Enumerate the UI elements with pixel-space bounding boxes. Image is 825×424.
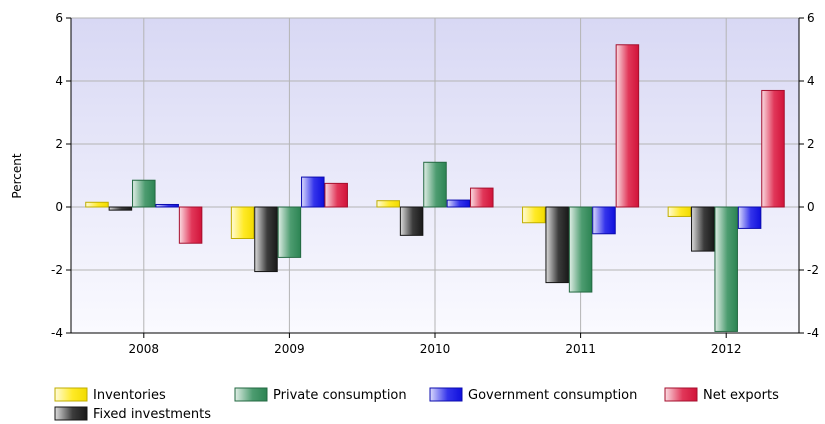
bar-net-exports-2008 <box>179 207 202 243</box>
legend-swatch <box>55 407 87 420</box>
bar-net-exports-2011 <box>616 45 639 207</box>
y-axis-left-ticks: -4 -2 0 2 4 6 <box>51 11 71 340</box>
y-tick-label-left: 2 <box>55 137 63 151</box>
legend-swatch <box>55 388 87 401</box>
legend-label: Government consumption <box>468 388 637 403</box>
bar-inventories-2010 <box>377 201 400 207</box>
legend-label: Fixed investments <box>93 407 211 422</box>
bar-fixed-investments-2010 <box>400 207 423 235</box>
x-tick-label: 2009 <box>274 342 305 356</box>
y-tick-label-left: 4 <box>55 74 63 88</box>
bar-private-consumption-2012 <box>715 207 738 331</box>
bar-net-exports-2009 <box>325 183 348 207</box>
bar-fixed-investments-2008 <box>109 207 131 210</box>
bar-government-consumption-2011 <box>593 207 616 234</box>
bar-government-consumption-2012 <box>738 207 761 228</box>
y-axis-title: Percent <box>10 153 24 198</box>
x-tick-label: 2012 <box>711 342 742 356</box>
legend-label: Inventories <box>93 388 166 403</box>
bar-private-consumption-2009 <box>278 207 301 257</box>
y-tick-label-right: 0 <box>807 200 815 214</box>
legend-swatch <box>665 388 697 401</box>
x-tick-label: 2010 <box>420 342 451 356</box>
y-tick-label-right: -4 <box>807 326 819 340</box>
y-tick-label-right: 2 <box>807 137 815 151</box>
bar-fixed-investments-2011 <box>546 207 569 283</box>
bar-net-exports-2012 <box>762 90 785 207</box>
y-tick-label-left: -2 <box>51 263 63 277</box>
legend-swatch <box>430 388 462 401</box>
legend-label: Net exports <box>703 388 779 403</box>
bar-private-consumption-2008 <box>133 180 156 207</box>
y-axis-right-ticks: -4 -2 0 2 4 6 <box>799 11 819 340</box>
bar-fixed-investments-2009 <box>255 207 278 272</box>
bar-private-consumption-2010 <box>424 162 447 207</box>
bar-inventories-2012 <box>668 207 691 216</box>
legend-item-inventories: Inventories <box>55 388 166 403</box>
y-tick-label-right: -2 <box>807 263 819 277</box>
bar-net-exports-2010 <box>471 188 494 207</box>
bar-government-consumption-2009 <box>302 177 325 207</box>
legend-swatch <box>235 388 267 401</box>
y-tick-label-left: 6 <box>55 11 63 25</box>
legend-label: Private consumption <box>273 388 407 403</box>
bar-government-consumption-2010 <box>447 200 470 207</box>
legend-item-government-consumption: Government consumption <box>430 388 637 403</box>
x-tick-label: 2011 <box>565 342 596 356</box>
legend-item-private-consumption: Private consumption <box>235 388 407 403</box>
legend-item-net-exports: Net exports <box>665 388 779 403</box>
x-axis-ticks: 2008 2009 2010 2011 2012 <box>129 333 742 356</box>
legend-item-fixed-investments: Fixed investments <box>55 407 211 422</box>
bar-inventories-2009 <box>231 207 254 239</box>
bar-government-consumption-2008 <box>156 204 179 207</box>
y-tick-label-right: 4 <box>807 74 815 88</box>
x-tick-label: 2008 <box>129 342 160 356</box>
y-tick-label-left: -4 <box>51 326 63 340</box>
bar-fixed-investments-2012 <box>692 207 715 251</box>
y-tick-label-left: 0 <box>55 200 63 214</box>
legend: Inventories Private consumption Government… <box>55 388 779 422</box>
bar-private-consumption-2011 <box>569 207 592 292</box>
bar-inventories-2011 <box>523 207 546 223</box>
y-tick-label-right: 6 <box>807 11 815 25</box>
bar-inventories-2008 <box>86 202 109 207</box>
